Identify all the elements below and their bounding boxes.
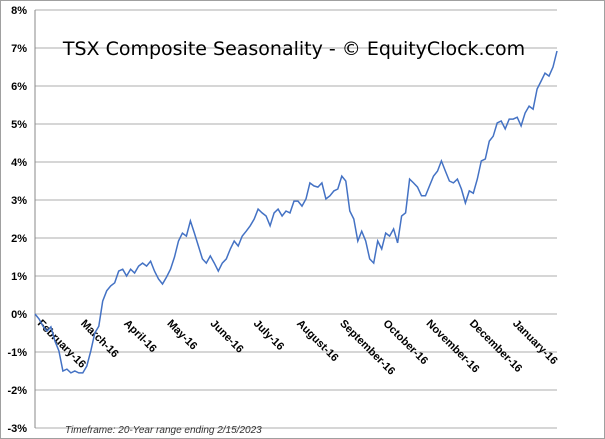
y-tick-label: 1% — [11, 271, 27, 283]
x-tick-label: June-16 — [208, 318, 246, 356]
y-tick-label: 7% — [11, 43, 27, 55]
chart-title: TSX Composite Seasonality - © EquityCloc… — [62, 38, 525, 60]
x-tick-label: July-16 — [251, 318, 286, 353]
y-tick-label: 0% — [11, 309, 27, 321]
footnote: Timeframe: 20-Year range ending 2/15/202… — [65, 425, 262, 436]
series-line — [34, 50, 558, 374]
y-axis-labels: -3% -2% -1% 0% 1% 2% 3% 4% 5% 6% 7% 8% — [7, 5, 27, 435]
x-tick-label: May-16 — [164, 318, 199, 353]
y-tick-label: 8% — [11, 5, 27, 17]
y-tick-label: -3% — [7, 423, 27, 435]
y-tick-label: 2% — [11, 233, 27, 245]
y-tick-label: -2% — [7, 385, 27, 397]
y-tick-label: 5% — [11, 119, 27, 131]
y-tick-label: -1% — [7, 347, 27, 359]
y-tick-label: 3% — [11, 195, 27, 207]
x-tick-label: April-16 — [121, 318, 158, 355]
gridlines — [35, 9, 557, 429]
y-tick-label: 4% — [11, 157, 27, 169]
x-tick-label: August-16 — [294, 318, 341, 365]
y-tick-label: 6% — [11, 81, 27, 93]
